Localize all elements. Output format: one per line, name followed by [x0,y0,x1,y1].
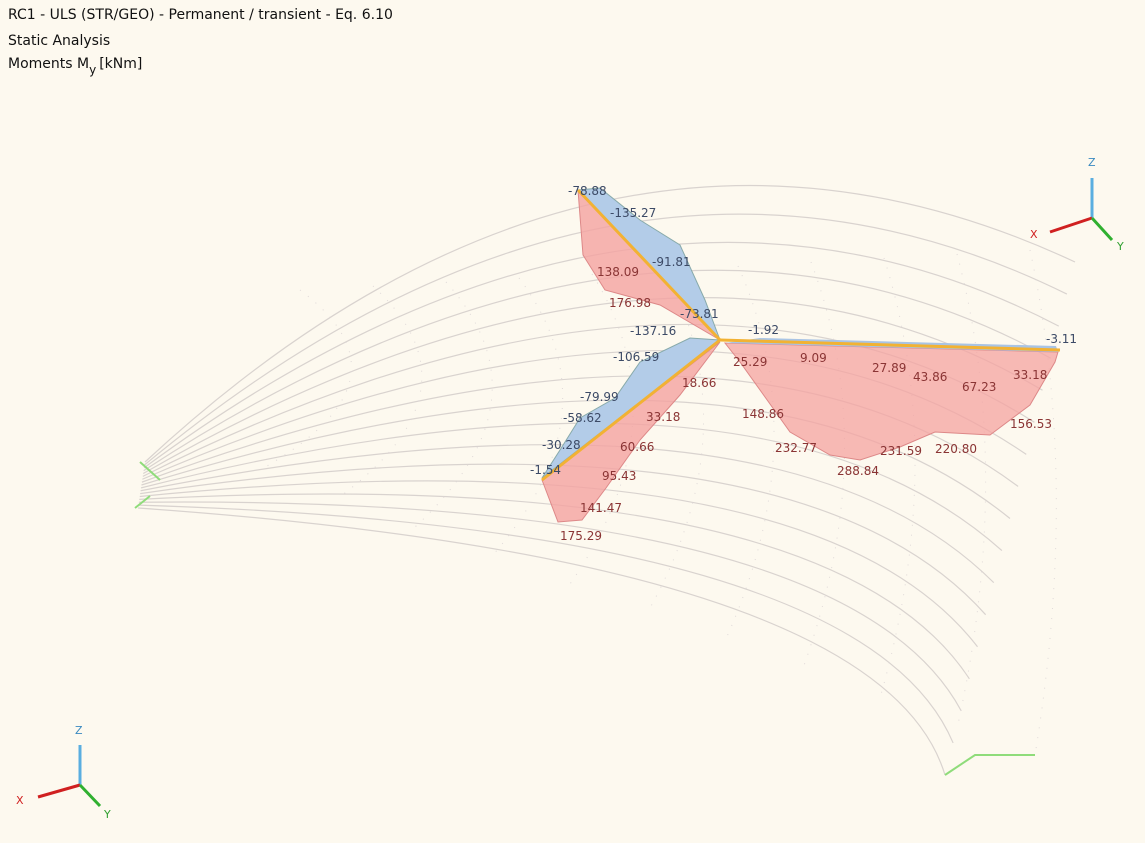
axis-label: Z [1088,156,1096,169]
model-view: RC1 - ULS (STR/GEO) - Permanent / transi… [0,0,1145,843]
subscript: y [89,63,96,77]
header-line: Static Analysis [8,33,110,49]
moment-label: -137.16 [630,324,676,338]
moment-label: 288.84 [837,464,879,478]
moment-label: -106.59 [613,350,659,364]
moment-label: -78.88 [568,184,607,198]
axis-label: Y [103,808,111,821]
moment-label: 220.80 [935,442,977,456]
axis-label: Z [75,724,83,737]
moment-label: 27.89 [872,361,906,375]
moment-label: 231.59 [880,444,922,458]
moment-label: 33.18 [1013,368,1047,382]
moment-label: -30.28 [542,438,581,452]
axis-label: X [16,794,24,807]
moment-label: 175.29 [560,529,602,543]
moment-label: 43.86 [913,370,947,384]
moment-label: 67.23 [962,380,996,394]
header-line: RC1 - ULS (STR/GEO) - Permanent / transi… [8,7,393,23]
moment-label: 25.29 [733,355,767,369]
moment-label: -91.81 [652,255,691,269]
moment-label: 9.09 [800,351,827,365]
moment-label: -73.81 [680,307,719,321]
moment-label: 18.66 [682,376,716,390]
moment-label: 60.66 [620,440,654,454]
moment-label: 176.98 [609,296,651,310]
unit: [kNm] [99,56,142,72]
moment-label: 148.86 [742,407,784,421]
moment-label: -135.27 [610,206,656,220]
moment-label: -1.92 [748,323,779,337]
moment-label: -58.62 [563,411,602,425]
moment-label: -1.54 [530,463,561,477]
moment-label: 232.77 [775,441,817,455]
moment-label: 138.09 [597,265,639,279]
moment-label: 33.18 [646,410,680,424]
moment-label: 95.43 [602,469,636,483]
axis-label: Y [1116,240,1124,253]
moment-label: -79.99 [580,390,619,404]
moment-label: 156.53 [1010,417,1052,431]
moment-label: 141.47 [580,501,622,515]
axis-label: X [1030,228,1038,241]
label: Moments M [8,56,89,72]
moment-label: -3.11 [1046,332,1077,346]
